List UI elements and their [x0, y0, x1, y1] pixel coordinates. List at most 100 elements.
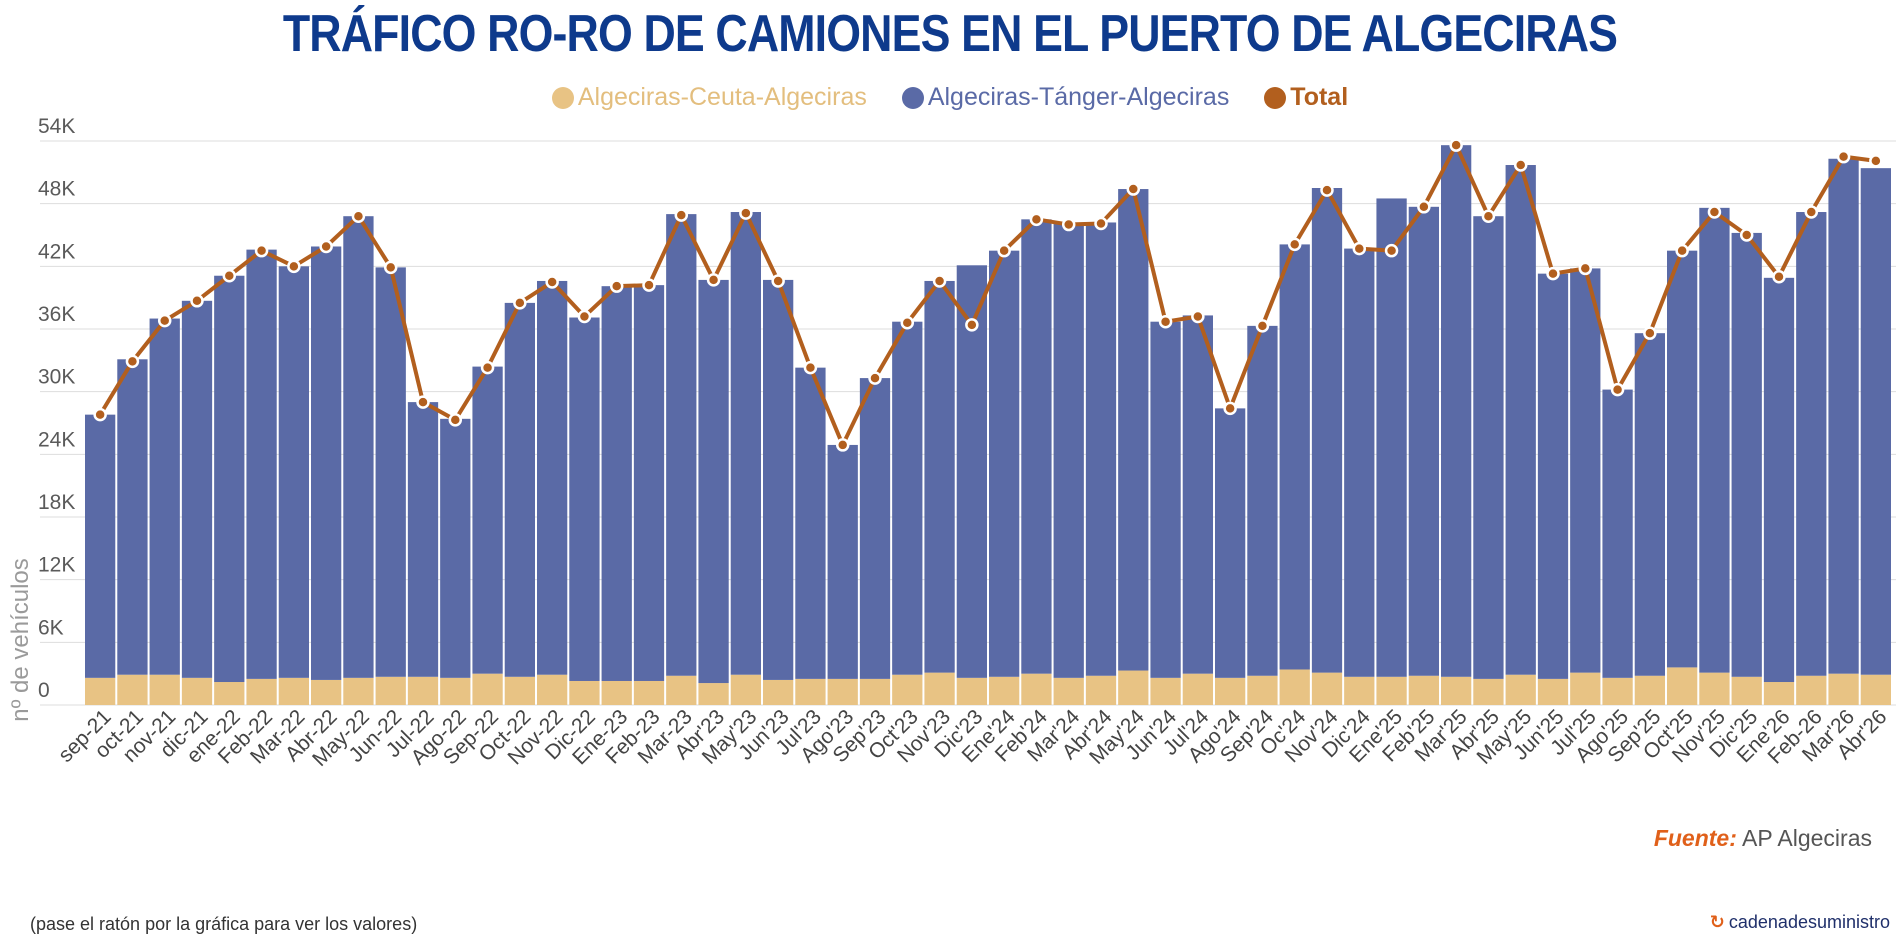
bar-ceuta — [278, 677, 309, 705]
total-point — [706, 273, 721, 287]
total-point — [1513, 158, 1528, 172]
legend-item-total[interactable]: Total — [1264, 82, 1348, 112]
bar-tanger — [1537, 273, 1569, 679]
bar-ceuta — [1860, 674, 1891, 705]
bar-ceuta — [85, 677, 116, 705]
total-point — [1384, 243, 1399, 258]
total-point — [351, 209, 366, 223]
bar-tanger — [1118, 189, 1149, 671]
total-point — [93, 407, 107, 422]
bar-tanger — [1215, 408, 1246, 678]
bar-tanger — [1021, 219, 1052, 674]
y-tick-label: 48K — [38, 178, 75, 201]
total-point — [1739, 228, 1754, 242]
legend-item-tanger[interactable]: Algeciras-Tánger-Algeciras — [901, 82, 1229, 112]
total-point — [1643, 326, 1657, 340]
bar-tanger — [666, 214, 697, 676]
bar-tanger — [1279, 244, 1310, 670]
total-point — [480, 360, 495, 375]
bar-tanger — [1408, 206, 1439, 676]
x-axis-ticks: sep-21oct-21nov-21dic-21ene-22Feb-22Mar-… — [54, 705, 1891, 771]
total-point — [125, 354, 140, 369]
bar-tanger — [1182, 315, 1213, 674]
total-line-layer — [93, 138, 1883, 452]
bar-ceuta — [859, 678, 891, 705]
legend-swatch-ceuta — [551, 86, 574, 109]
bar-tanger — [1376, 198, 1407, 677]
bar-tanger — [698, 279, 729, 684]
bar-ceuta — [181, 677, 213, 705]
bar-tanger — [214, 275, 245, 683]
bar-tanger — [569, 317, 600, 681]
bar-tanger — [989, 250, 1020, 677]
bar-ceuta — [1570, 672, 1601, 705]
total-point — [383, 260, 398, 275]
source-value: AP Algeciras — [1742, 825, 1872, 851]
bar-tanger — [1699, 207, 1730, 673]
total-point — [222, 268, 237, 283]
bar-ceuta — [1182, 673, 1213, 705]
bar-ceuta — [214, 682, 245, 705]
bar-tanger — [1311, 188, 1343, 673]
y-tick-label: 18K — [38, 491, 75, 514]
total-point — [900, 315, 915, 330]
brand-logo[interactable]: ↻ cadenadesuministro — [1710, 912, 1890, 933]
bar-tanger — [472, 366, 503, 674]
bar-tanger — [763, 279, 794, 680]
total-point — [965, 318, 979, 332]
bar-ceuta — [375, 676, 406, 705]
bar-ceuta — [1505, 674, 1536, 705]
y-tick-label: 30K — [38, 366, 75, 389]
bar-ceuta — [1215, 677, 1246, 705]
total-point — [1772, 270, 1786, 284]
total-point — [997, 243, 1011, 258]
bar-tanger — [1667, 250, 1698, 668]
bar-tanger — [1085, 222, 1117, 676]
bar-ceuta — [343, 677, 374, 705]
y-tick-label: 42K — [38, 240, 75, 263]
bar-ceuta — [1118, 670, 1149, 705]
total-point — [1094, 216, 1108, 231]
bar-ceuta — [1441, 676, 1472, 705]
total-point — [1191, 309, 1205, 324]
bar-ceuta — [117, 674, 148, 705]
y-tick-label: 12K — [38, 554, 75, 577]
bar-ceuta — [149, 674, 180, 705]
bar-ceuta — [666, 675, 697, 705]
bar-tanger — [85, 414, 116, 678]
bar-ceuta — [1763, 682, 1795, 705]
legend: Algeciras-Ceuta-Algeciras Algeciras-Táng… — [0, 82, 1900, 112]
bar-tanger — [1473, 216, 1504, 679]
bar-tanger — [892, 321, 923, 675]
bar-ceuta — [827, 678, 858, 705]
bar-ceuta — [569, 680, 600, 705]
bar-tanger — [1860, 168, 1891, 675]
total-point — [739, 206, 753, 220]
bar-tanger — [633, 285, 665, 681]
total-point — [1707, 205, 1722, 219]
y-tick-label: 6K — [38, 616, 64, 639]
y-tick-label: 0 — [38, 679, 50, 702]
bar-ceuta — [1021, 673, 1052, 705]
bar-tanger — [730, 212, 761, 675]
bar-ceuta — [730, 674, 761, 705]
total-point — [1126, 182, 1141, 196]
total-point — [1061, 217, 1076, 232]
bar-tanger — [407, 402, 439, 677]
circular-arrows-icon: ↻ — [1709, 912, 1725, 932]
bar-tanger — [375, 267, 406, 677]
total-point — [416, 395, 430, 409]
bar-ceuta — [1699, 672, 1730, 705]
bar-tanger — [311, 246, 342, 680]
bar-tanger — [827, 444, 858, 679]
bar-ceuta — [1279, 669, 1310, 705]
total-point — [1417, 200, 1431, 214]
bar-tanger — [859, 378, 891, 679]
bar-ceuta — [246, 678, 277, 705]
bar-ceuta — [698, 683, 729, 705]
total-point — [642, 278, 656, 292]
legend-item-ceuta[interactable]: Algeciras-Ceuta-Algeciras — [551, 82, 867, 112]
total-point — [609, 279, 624, 293]
bar-tanger — [1602, 389, 1633, 678]
bar-tanger — [601, 286, 632, 681]
